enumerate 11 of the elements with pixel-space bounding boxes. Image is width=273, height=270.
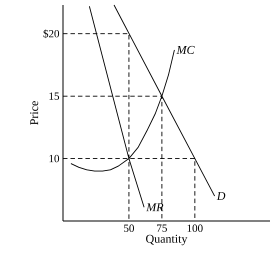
x-tick-label: 50 xyxy=(124,224,134,232)
series-label: MC xyxy=(176,46,195,54)
series-label: MR xyxy=(146,203,164,212)
y-tick-label: 15 xyxy=(49,92,60,100)
y-axis-title: Price xyxy=(30,101,38,125)
x-tick-label: 100 xyxy=(188,224,203,232)
y-tick-label: 10 xyxy=(49,154,60,162)
x-tick-label: 75 xyxy=(157,224,167,232)
x-axis-title: Quantity xyxy=(146,234,188,246)
series-label: D xyxy=(216,192,226,200)
y-tick-label: $20 xyxy=(44,29,60,38)
